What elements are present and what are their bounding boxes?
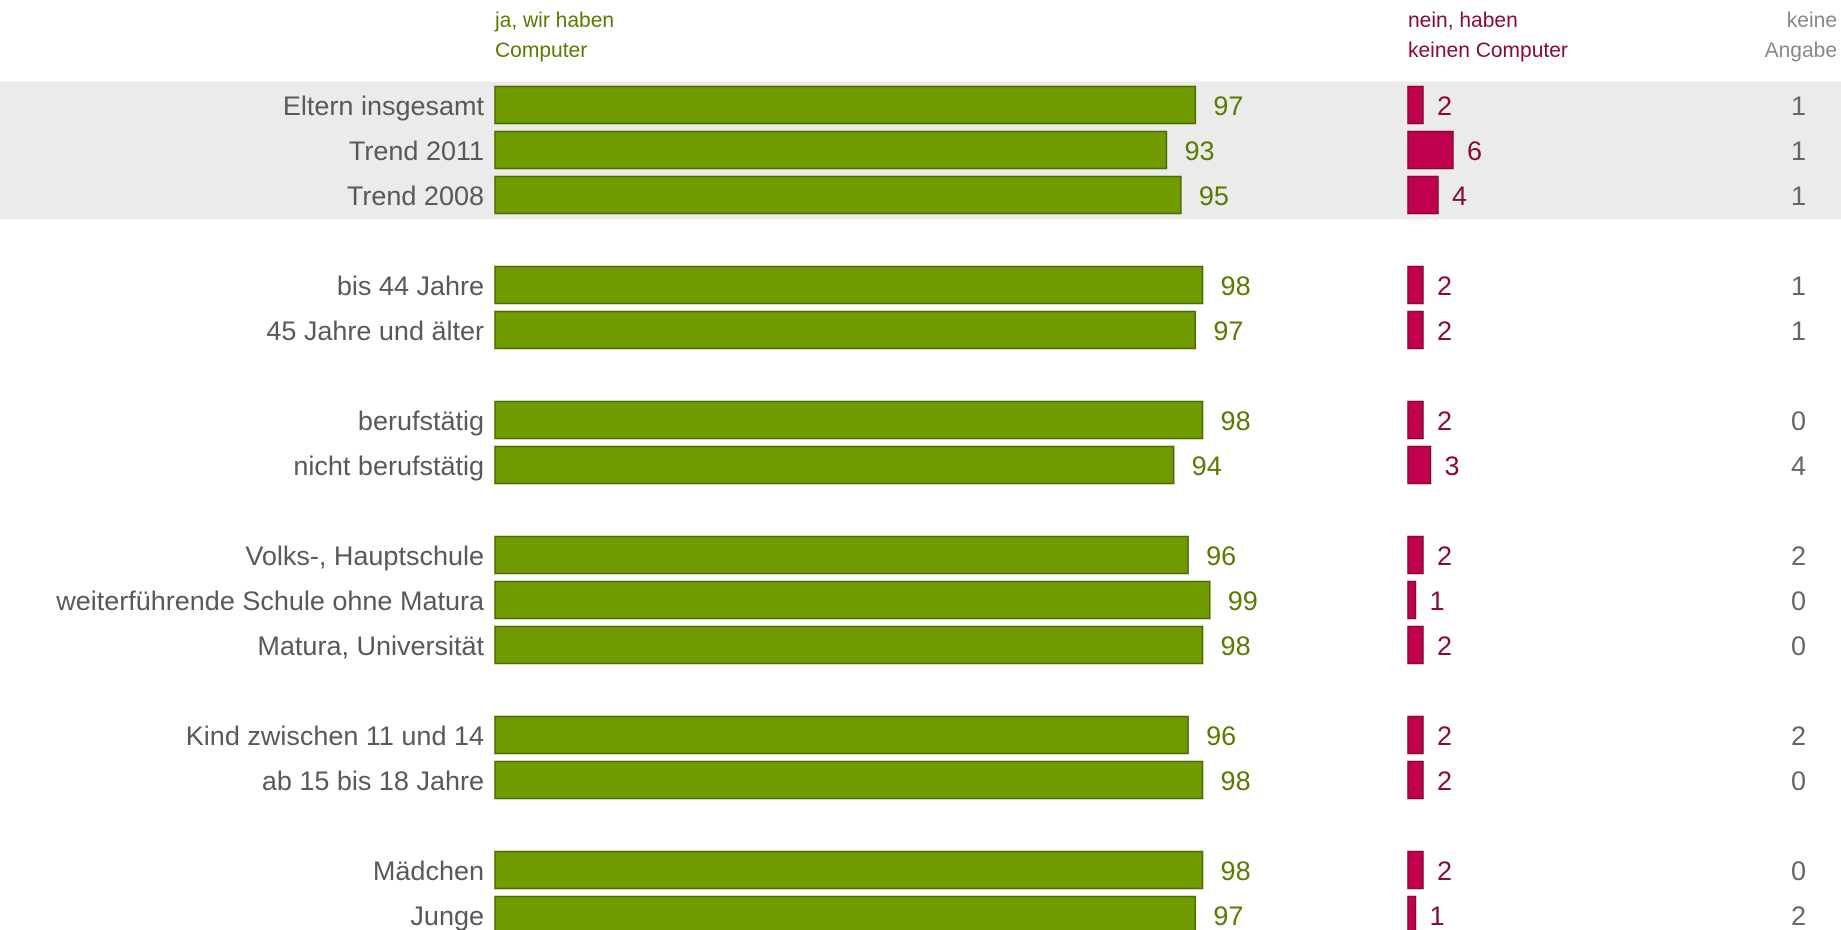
value-label-yes: 98 (1221, 856, 1251, 886)
legend-yes: ja, wir haben Computer (495, 6, 614, 66)
value-label-na: 1 (1791, 271, 1806, 301)
bar-no (1407, 760, 1424, 800)
value-label-no: 2 (1437, 541, 1452, 571)
legend-na-line1: keine (1786, 9, 1837, 32)
value-label-no: 2 (1437, 721, 1452, 751)
value-label-na: 0 (1791, 856, 1806, 886)
value-label-no: 2 (1437, 316, 1452, 346)
legend-no-line1: nein, haben (1408, 9, 1518, 32)
legend-yes-line2: Computer (495, 39, 588, 62)
value-label-na: 0 (1791, 586, 1806, 616)
bar-no (1407, 265, 1424, 305)
category-label: Kind zwischen 11 und 14 (186, 721, 484, 751)
value-label-na: 0 (1791, 406, 1806, 436)
category-label: nicht berufstätig (293, 451, 484, 481)
legend-na-line2: Angabe (1764, 39, 1837, 62)
category-label: Trend 2011 (349, 136, 484, 166)
value-label-yes: 98 (1221, 406, 1251, 436)
value-label-no: 1 (1430, 586, 1445, 616)
value-label-na: 2 (1791, 721, 1806, 751)
bar-yes (494, 535, 1189, 575)
value-label-no: 2 (1437, 91, 1452, 121)
value-label-yes: 96 (1206, 721, 1236, 751)
bar-no (1407, 445, 1432, 485)
value-label-yes: 97 (1213, 91, 1243, 121)
bar-no (1407, 625, 1424, 665)
legend-no-line2: keinen Computer (1408, 39, 1568, 62)
bar-yes (494, 310, 1197, 350)
category-label: Matura, Universität (257, 631, 484, 661)
category-label: Mädchen (373, 856, 484, 886)
bar-no (1407, 400, 1424, 440)
bar-no (1407, 535, 1424, 575)
bar-yes (494, 850, 1204, 890)
value-label-na: 1 (1791, 316, 1806, 346)
bar-yes (494, 580, 1211, 620)
bar-no (1407, 850, 1424, 890)
category-label: 45 Jahre und älter (266, 316, 484, 346)
category-label: Trend 2008 (347, 181, 484, 211)
value-label-no: 2 (1437, 271, 1452, 301)
bar-yes (494, 85, 1197, 125)
value-label-yes: 97 (1213, 901, 1243, 930)
bar-yes (494, 715, 1189, 755)
value-label-na: 0 (1791, 766, 1806, 796)
bar-yes (494, 175, 1182, 215)
category-label: ab 15 bis 18 Jahre (262, 766, 484, 796)
value-label-na: 0 (1791, 631, 1806, 661)
legend-no: nein, haben keinen Computer (1408, 6, 1568, 66)
category-label: Volks-, Hauptschule (245, 541, 484, 571)
value-label-no: 2 (1437, 766, 1452, 796)
value-label-no: 2 (1437, 856, 1452, 886)
category-label: bis 44 Jahre (337, 271, 484, 301)
value-label-yes: 93 (1184, 136, 1214, 166)
bar-yes (494, 760, 1204, 800)
bar-no (1407, 130, 1454, 170)
value-label-no: 1 (1430, 901, 1445, 930)
value-label-no: 2 (1437, 631, 1452, 661)
value-label-yes: 98 (1221, 631, 1251, 661)
bar-yes (494, 625, 1204, 665)
value-label-na: 1 (1791, 91, 1806, 121)
category-label: Eltern insgesamt (283, 91, 485, 121)
value-label-na: 4 (1791, 451, 1806, 481)
legend-na: keine Angabe (1700, 6, 1837, 66)
value-label-na: 2 (1791, 541, 1806, 571)
value-label-na: 1 (1791, 136, 1806, 166)
bar-yes (494, 445, 1175, 485)
value-label-yes: 97 (1213, 316, 1243, 346)
bar-no (1407, 85, 1424, 125)
bar-no (1407, 175, 1439, 215)
value-label-yes: 94 (1192, 451, 1222, 481)
value-label-no: 3 (1445, 451, 1460, 481)
bar-no (1407, 580, 1417, 620)
value-label-yes: 98 (1221, 766, 1251, 796)
value-label-yes: 99 (1228, 586, 1258, 616)
category-label: berufstätig (358, 406, 484, 436)
legend-yes-line1: ja, wir haben (495, 9, 615, 32)
bar-no (1407, 895, 1417, 930)
bar-no (1407, 715, 1424, 755)
value-label-na: 1 (1791, 181, 1806, 211)
value-label-no: 4 (1452, 181, 1467, 211)
category-label: Junge (410, 901, 484, 930)
bar-yes (494, 265, 1204, 305)
bar-yes (494, 130, 1168, 170)
bar-yes (494, 895, 1197, 930)
value-label-no: 2 (1437, 406, 1452, 436)
value-label-na: 2 (1791, 901, 1806, 930)
value-label-yes: 98 (1221, 271, 1251, 301)
value-label-yes: 96 (1206, 541, 1236, 571)
value-label-no: 6 (1467, 136, 1482, 166)
bar-yes (494, 400, 1204, 440)
bar-no (1407, 310, 1424, 350)
category-label: weiterführende Schule ohne Matura (55, 586, 485, 616)
value-label-yes: 95 (1199, 181, 1229, 211)
